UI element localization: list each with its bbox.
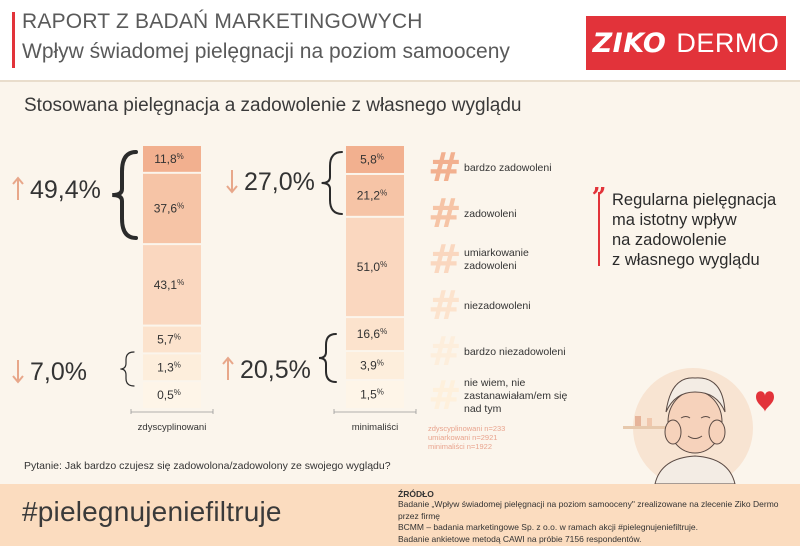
source-line: BCMM – badania marketingowe Sp. z o.o. w… <box>398 522 699 532</box>
legend-label-line: nad tym <box>464 402 502 415</box>
legend-label-line: bardzo zadowoleni <box>464 161 552 174</box>
legend-item: # bardzo zadowoleni <box>428 148 598 192</box>
curly-brace <box>112 150 138 240</box>
bar-segment <box>143 382 201 408</box>
source-label: ŹRÓDŁO <box>398 489 434 499</box>
hash-icon: # <box>428 145 462 191</box>
source-line: Badanie „Wpływ świadomej pielęgnacji na … <box>398 499 779 521</box>
legend-label: umiarkowanie zadowoleni <box>464 247 529 273</box>
legend-label: niezadowoleni <box>464 300 531 313</box>
sample-size-line: zdyscyplinowani n=233 <box>428 424 506 433</box>
bar-segment <box>143 354 201 381</box>
bar-segment <box>346 381 404 408</box>
footer <box>0 484 800 546</box>
arrow-up-icon <box>222 356 234 380</box>
logo-ziko-text: ZIKO <box>592 27 667 59</box>
arrow-up-icon <box>12 176 24 200</box>
hash-icon: # <box>428 373 462 419</box>
arrow-down-icon <box>12 360 24 384</box>
quote-line-text: na zadowolenie <box>612 231 727 249</box>
legend-label-line: zadowoleni <box>464 207 517 220</box>
bar-segment <box>346 146 404 173</box>
ziko-dermo-logo: ZIKO DERMO <box>586 16 786 70</box>
summary-value: 20,5% <box>240 356 311 384</box>
bar-segment <box>143 146 201 172</box>
summary-value: 7,0% <box>30 358 87 386</box>
survey-question: Pytanie: Jak bardzo czujesz się zadowolo… <box>24 460 391 472</box>
hash-icon: # <box>428 329 462 375</box>
category-label: minimaliści <box>352 422 398 433</box>
data-label: 37,6% <box>154 201 184 215</box>
legend-item: # zadowoleni <box>428 194 598 238</box>
data-label: 11,8% <box>154 152 184 166</box>
quote-line <box>598 192 600 266</box>
source-text: Badanie „Wpływ świadomej pielęgnacji na … <box>398 499 793 545</box>
campaign-hashtag: #pielegnujeniefiltruje <box>22 496 282 527</box>
legend-label-line: zastanawiałam/em się <box>464 389 568 402</box>
legend-item: # nie wiem, nie zastanawiałam/em się nad ty… <box>428 376 598 420</box>
category-label: zdyscyplinowani <box>138 422 207 433</box>
data-label: 16,6% <box>357 327 387 341</box>
header-accent-bar <box>12 12 15 68</box>
legend-label: zadowoleni <box>464 208 517 221</box>
curly-brace <box>321 151 343 215</box>
report-subtitle: Wpływ świadomej pielęgnacji na poziom sa… <box>22 40 510 63</box>
legend-item: # niezadowoleni <box>428 286 598 330</box>
legend-label: bardzo zadowoleni <box>464 162 552 175</box>
hash-icon: # <box>428 237 462 283</box>
header: RAPORT Z BADAŃ MARKETINGOWYCH Wpływ świa… <box>0 0 800 80</box>
bar-segment <box>346 174 404 216</box>
arrow-down-icon <box>226 170 238 194</box>
legend-label-line: umiarkowanie <box>464 247 529 259</box>
header-divider <box>0 80 800 82</box>
legend-label-line: bardzo niezadowoleni <box>464 345 566 358</box>
bar-segment <box>346 352 404 380</box>
source-line: Badanie ankietowe metodą CAWI na próbie … <box>398 533 642 544</box>
legend-item: # bardzo niezadowoleni <box>428 332 598 376</box>
bar-segment <box>346 217 404 317</box>
quote-line-text: z własnego wyglądu <box>612 251 760 269</box>
sample-size-line: umiarkowani n=2921 <box>428 433 498 442</box>
curly-brace <box>318 333 337 383</box>
summary-value: 27,0% <box>244 168 315 196</box>
legend-item: # umiarkowanie zadowoleni <box>428 240 598 284</box>
quote-line-text: Regularna pielęgnacja <box>612 191 777 209</box>
summary-value: 49,4% <box>30 176 101 204</box>
data-label: 51,0% <box>357 260 387 274</box>
quote-mark: „ <box>592 168 607 198</box>
section-title: Stosowana pielęgnacja a zadowolenie z wł… <box>24 95 522 116</box>
data-label: 43,1% <box>154 278 184 292</box>
quote-text: Regularna pielęgnacja ma istotny wpływ na … <box>612 190 792 270</box>
sample-size-line: minimaliści n=1922 <box>428 442 492 451</box>
woman-skincare-illustration <box>623 368 774 484</box>
quote-line-text: ma istotny wpływ <box>612 211 737 229</box>
bar-segment <box>143 173 201 244</box>
bar-segment <box>143 326 201 353</box>
legend-label-line: niezadowoleni <box>464 299 531 312</box>
bar-segment <box>143 245 201 325</box>
heart-icon <box>756 391 774 412</box>
hash-icon: # <box>428 283 462 329</box>
curly-brace <box>120 351 135 387</box>
legend-label: nie wiem, nie zastanawiałam/em się nad tym <box>464 377 567 416</box>
bar-segment <box>346 318 404 351</box>
sample-sizes: zdyscyplinowani n=233 umiarkowani n=2921 m… <box>428 424 505 451</box>
legend-label-line: nie wiem, nie <box>464 376 526 389</box>
legend-label-line: zadowoleni <box>464 260 517 272</box>
data-label: 21,2% <box>357 188 387 202</box>
hash-icon: # <box>428 191 462 237</box>
logo-dermo-text: DERMO <box>676 27 780 58</box>
legend-label: bardzo niezadowoleni <box>464 346 566 359</box>
report-title: RAPORT Z BADAŃ MARKETINGOWYCH <box>22 10 423 33</box>
